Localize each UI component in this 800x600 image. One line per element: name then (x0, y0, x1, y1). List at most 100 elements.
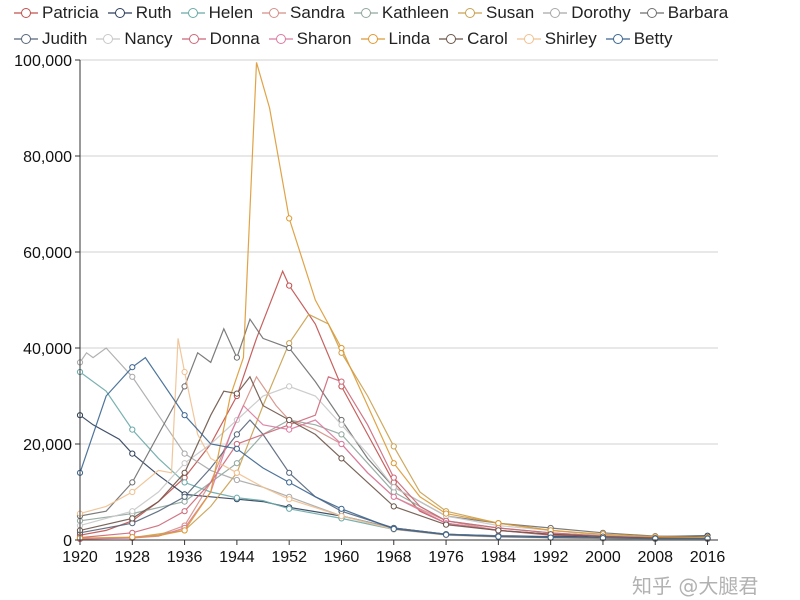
legend-label: Betty (633, 29, 673, 48)
y-tick-label: 80,000 (23, 149, 72, 166)
series-shirley (76, 338, 711, 543)
data-point (233, 431, 240, 438)
data-point (286, 479, 293, 486)
legend-label: Carol (467, 29, 508, 48)
data-point (442, 510, 450, 517)
data-point (338, 455, 345, 462)
data-point (233, 476, 240, 484)
x-tick-label: 1992 (533, 549, 569, 566)
legend-marker-icon (180, 8, 205, 18)
data-point (129, 479, 136, 486)
legend-label: Shirley (544, 29, 597, 48)
y-tick-label: 40,000 (23, 341, 72, 358)
legend-marker-icon (516, 34, 541, 44)
legend-item-barbara[interactable]: Barbara (639, 0, 729, 26)
data-point (181, 412, 188, 419)
data-point (181, 368, 188, 376)
x-tick-label: 1960 (324, 549, 360, 566)
data-point (233, 460, 240, 467)
data-point (495, 520, 502, 527)
series-line (79, 269, 708, 540)
series-line (79, 375, 708, 540)
legend-label: Barbara (667, 3, 729, 22)
data-point (233, 445, 240, 452)
series-line (79, 62, 708, 539)
data-point (286, 416, 293, 424)
data-point (286, 383, 293, 390)
legend: Patricia Ruth Helen Sandra Kathleen Susan Doro… (14, 0, 800, 52)
legend-item-susan[interactable]: Susan (457, 0, 534, 26)
legend-item-nancy[interactable]: Nancy (96, 26, 173, 52)
data-point (233, 354, 240, 361)
series-line (79, 375, 708, 540)
x-tick-label: 1976 (428, 549, 464, 566)
data-point (495, 527, 502, 534)
y-tick-label: 20,000 (23, 437, 72, 454)
watermark: 知乎 @大腿君 (632, 574, 759, 598)
data-point (286, 426, 293, 433)
legend-item-dorothy[interactable]: Dorothy (543, 0, 631, 26)
legend-row: Patricia Ruth Helen Sandra Kathleen Susan Doro… (14, 0, 800, 26)
series-linda (76, 62, 711, 542)
legend-item-linda[interactable]: Linda (360, 26, 431, 52)
data-point (286, 215, 293, 222)
data-point (338, 421, 345, 428)
legend-marker-icon (268, 34, 293, 44)
x-tick-label: 1936 (167, 549, 203, 566)
legend-item-helen[interactable]: Helen (180, 0, 253, 26)
data-point (181, 450, 188, 457)
legend-marker-icon (639, 8, 664, 18)
legend-item-carol[interactable]: Carol (439, 26, 508, 52)
data-point (286, 496, 293, 503)
data-point (286, 469, 293, 476)
data-point (181, 383, 188, 390)
data-point (129, 450, 136, 457)
data-point (390, 484, 397, 491)
axes: 0 20,000 40,000 60,000 80,000 100,000 1920 1928… (14, 53, 725, 566)
legend-item-sandra[interactable]: Sandra (262, 0, 345, 26)
legend-item-patricia[interactable]: Patricia (14, 0, 99, 26)
data-point (233, 494, 240, 501)
data-point (181, 508, 188, 515)
legend-label: Ruth (135, 3, 172, 22)
data-point (286, 282, 293, 289)
legend-marker-icon (96, 34, 121, 44)
data-point (286, 505, 293, 512)
legend-item-donna[interactable]: Donna (181, 26, 260, 52)
legend-label: Dorothy (571, 3, 631, 22)
x-tick-label: 2008 (637, 549, 673, 566)
legend-label: Sandra (290, 3, 345, 22)
data-point (390, 443, 397, 450)
data-point (338, 440, 345, 448)
legend-item-betty[interactable]: Betty (605, 26, 673, 52)
legend-row: Judith Nancy Donna Sharon Linda Carol Shirley B… (14, 26, 800, 52)
x-tick-label: 1920 (62, 549, 98, 566)
data-point (233, 469, 240, 476)
legend-marker-icon (605, 34, 630, 44)
legend-marker-icon (181, 34, 206, 44)
legend-label: Donna (209, 29, 260, 48)
legend-item-shirley[interactable]: Shirley (516, 26, 597, 52)
legend-item-ruth[interactable]: Ruth (107, 0, 172, 26)
legend-label: Sharon (296, 29, 352, 48)
series-line (79, 371, 708, 540)
legend-item-kathleen[interactable]: Kathleen (353, 0, 449, 26)
x-tick-label: 2016 (690, 549, 726, 566)
legend-label: Linda (388, 29, 431, 48)
data-point (338, 512, 345, 520)
series-line (79, 356, 708, 540)
data-point (181, 527, 188, 534)
data-point (390, 474, 397, 481)
legend-item-judith[interactable]: Judith (14, 26, 87, 52)
data-point (129, 488, 136, 496)
data-point (338, 378, 345, 385)
data-point (129, 508, 136, 515)
legend-marker-icon (543, 8, 568, 18)
x-tick-label: 1984 (481, 549, 517, 566)
series-lines (76, 62, 711, 543)
data-point (495, 533, 502, 540)
series-line (79, 317, 708, 538)
x-tick-label: 1928 (114, 549, 150, 566)
legend-label: Kathleen (381, 3, 449, 22)
legend-item-sharon[interactable]: Sharon (268, 26, 352, 52)
